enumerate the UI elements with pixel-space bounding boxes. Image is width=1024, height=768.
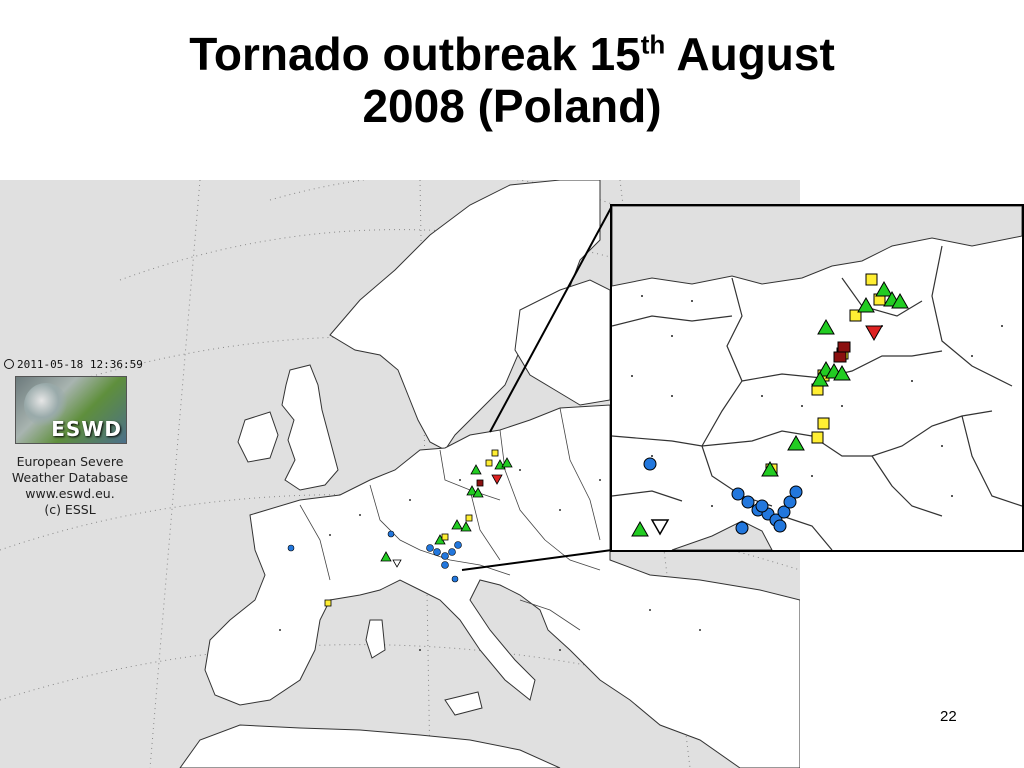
green-triangle-icon (811, 370, 829, 387)
white-down-triangle-icon (392, 559, 402, 568)
inset-rain-markers (650, 325, 883, 536)
yellow-square-icon (491, 449, 499, 457)
title-part1: Tornado outbreak 15 (189, 28, 641, 80)
blue-circle-icon (755, 499, 769, 513)
baltic-sea (612, 206, 1022, 287)
green-triangle-icon (472, 487, 484, 498)
blue-circle-icon (789, 485, 803, 499)
inset-map-svg (612, 206, 1022, 550)
north-africa-landmass (179, 724, 561, 768)
rain-markers (392, 474, 503, 568)
green-triangle-icon (761, 460, 779, 477)
green-triangle-icon (466, 485, 478, 496)
green-triangle-icon (380, 551, 392, 562)
blue-circle-icon (448, 548, 456, 556)
green-triangle-icon (470, 464, 482, 475)
timestamp-text: 2011-05-18 12:36:59 (17, 358, 143, 371)
yellow-square-icon (849, 309, 862, 322)
inset-city-dots (631, 295, 1003, 507)
inset-tornado-markers (631, 280, 909, 537)
storm-event-markers (287, 449, 513, 607)
title-line2: 2008 (Poland) (362, 80, 662, 132)
green-triangle-icon (833, 364, 851, 381)
dark-red-square-icon (833, 351, 847, 363)
adriatic-sea (671, 520, 773, 550)
great-britain-landmass (281, 364, 339, 491)
blue-circle-icon (643, 457, 657, 471)
blue-circle-icon (387, 530, 395, 538)
blue-circle-icon (783, 495, 797, 509)
blue-circle-icon (441, 552, 449, 560)
yellow-square-icon (465, 514, 473, 522)
green-triangle-icon (460, 521, 472, 532)
sicily-landmass (444, 691, 483, 716)
slide-title: Tornado outbreak 15th August 2008 (Polan… (0, 28, 1024, 132)
eswd-logo: ESWD (15, 376, 127, 444)
green-triangle-icon (787, 434, 805, 451)
blue-circle-icon (287, 544, 295, 552)
map-timestamp: 2011-05-18 12:36:59 (4, 358, 143, 371)
logo-text: ESWD (51, 417, 122, 441)
wind-markers (324, 449, 499, 607)
blue-circle-icon (441, 561, 449, 569)
blue-circle-icon (777, 505, 791, 519)
green-triangle-icon (501, 457, 513, 468)
inset-country-borders (612, 245, 1022, 550)
green-triangle-icon (451, 519, 463, 530)
organization-credit: European Severe Weather Database www.esw… (0, 454, 140, 518)
inset-storm-event-markers (631, 273, 909, 537)
tornado-markers (380, 457, 513, 562)
green-triangle-icon (875, 280, 893, 297)
clock-icon (4, 359, 14, 369)
yellow-square-icon (324, 599, 332, 607)
inset-zoom-map (610, 204, 1024, 552)
yellow-square-icon (811, 431, 824, 444)
blue-circle-icon (454, 541, 462, 549)
org-copyright: (c) ESSL (44, 502, 96, 517)
storm-swirl-icon (24, 383, 68, 427)
org-url: www.eswd.eu. (25, 486, 115, 501)
inset-hail-markers (643, 457, 803, 535)
green-triangle-icon (817, 318, 835, 335)
slide-number: 22 (940, 708, 957, 725)
ireland-landmass (237, 411, 279, 463)
blue-circle-icon (451, 575, 459, 583)
dark-red-square-icon (837, 341, 851, 353)
title-superscript: th (640, 29, 666, 60)
dark-red-square-icon (476, 479, 484, 487)
org-line: European Severe (16, 454, 124, 469)
hail-markers (287, 530, 462, 583)
yellow-square-icon (865, 273, 878, 286)
yellow-square-icon (485, 459, 493, 467)
blue-circle-icon (773, 519, 787, 533)
red-down-triangle-icon (865, 325, 883, 342)
blue-circle-icon (433, 548, 441, 556)
blue-circle-icon (731, 487, 745, 501)
city-dots (279, 469, 701, 651)
blue-circle-icon (735, 521, 749, 535)
yellow-square-icon (441, 533, 449, 541)
green-triangle-icon (857, 296, 875, 313)
green-triangle-icon (631, 520, 649, 537)
sardinia-landmass (365, 619, 386, 659)
title-part2: August (665, 28, 835, 80)
white-down-triangle-icon (650, 519, 670, 536)
org-line: Weather Database (11, 470, 129, 485)
yellow-square-icon (817, 417, 830, 430)
red-down-triangle-icon (491, 474, 503, 485)
blue-circle-icon (426, 544, 434, 552)
blue-circle-icon (741, 495, 755, 509)
green-triangle-icon (891, 292, 909, 309)
